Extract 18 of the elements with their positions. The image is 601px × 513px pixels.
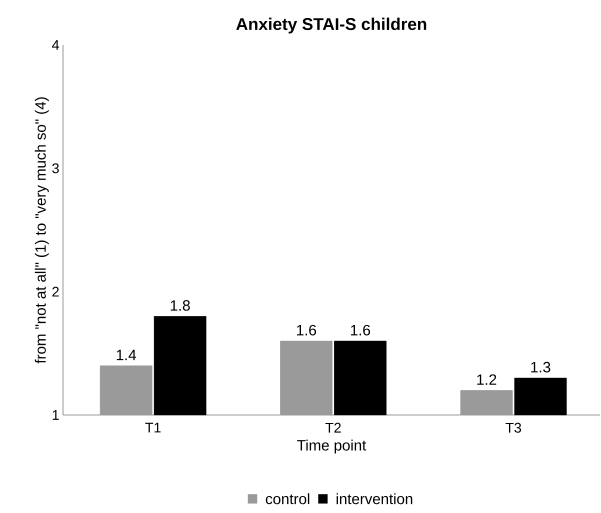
data-label: 1.6 bbox=[351, 324, 370, 336]
y-tick-label: 4 bbox=[52, 40, 60, 50]
x-axis-title: Time point bbox=[297, 440, 366, 454]
data-label: 1.6 bbox=[297, 324, 316, 336]
y-axis-title: from "not at all" (1) to "very much so" (4) bbox=[34, 97, 49, 364]
y-tick-label: 3 bbox=[52, 163, 59, 174]
x-tick-label: T3 bbox=[506, 422, 522, 433]
y-tick-label: 2 bbox=[52, 286, 59, 297]
data-label: 1.3 bbox=[531, 362, 550, 372]
legend-label: control bbox=[266, 493, 310, 504]
x-tick-label: T1 bbox=[145, 422, 161, 432]
chart-title: Anxiety STAI-S children bbox=[236, 18, 426, 34]
data-label: 1.8 bbox=[170, 300, 190, 311]
y-tick-label: 1 bbox=[52, 410, 59, 420]
legend-label: intervention bbox=[336, 493, 412, 504]
data-label: 1.4 bbox=[116, 350, 136, 360]
x-tick-label: T2 bbox=[325, 422, 341, 433]
data-label: 1.2 bbox=[477, 374, 496, 385]
